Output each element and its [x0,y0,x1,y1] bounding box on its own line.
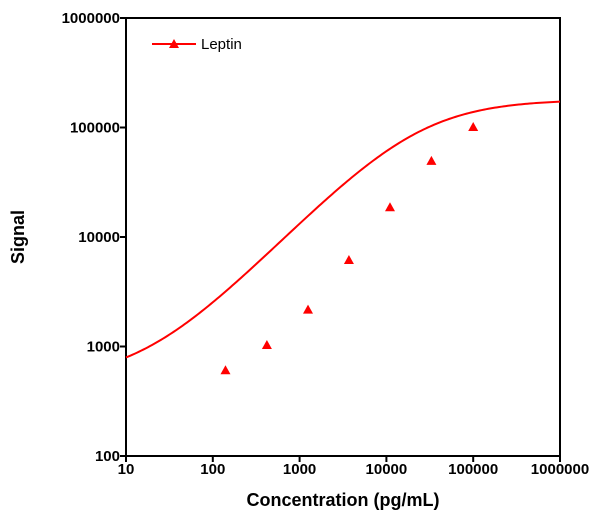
x-tick-label: 1000 [283,461,316,478]
data-point-marker [343,255,354,265]
x-tick-label: 10 [118,461,135,478]
x-tick-label: 10000 [366,461,408,478]
y-tick-label: 10000 [78,229,120,246]
y-axis-ticks: 100 1000 10000 100000 1000000 [62,10,126,465]
x-tick-label: 1000000 [531,461,589,478]
y-tick-label: 1000000 [62,10,120,27]
series-fit-line [125,100,561,359]
data-point-marker [303,304,314,314]
data-point-marker [426,155,437,165]
x-axis-title: Concentration (pg/mL) [247,490,440,510]
x-tick-label: 100 [200,461,225,478]
plot-area-frame [125,17,561,457]
series-layer [125,100,561,375]
data-point-marker [261,340,272,350]
y-tick-label: 1000 [87,339,120,356]
data-point-marker [220,365,231,375]
x-axis-ticks: 10 100 1000 10000 100000 1000000 [118,456,589,478]
data-point-marker [468,122,479,131]
y-tick-label: 100 [95,448,120,465]
legend-label: Leptin [201,36,242,53]
legend: Leptin [152,36,242,53]
data-point-marker [384,202,395,212]
y-axis-title: Signal [8,210,28,264]
y-tick-label: 100000 [70,120,120,137]
x-tick-label: 100000 [448,461,498,478]
legend-marker [169,39,179,48]
